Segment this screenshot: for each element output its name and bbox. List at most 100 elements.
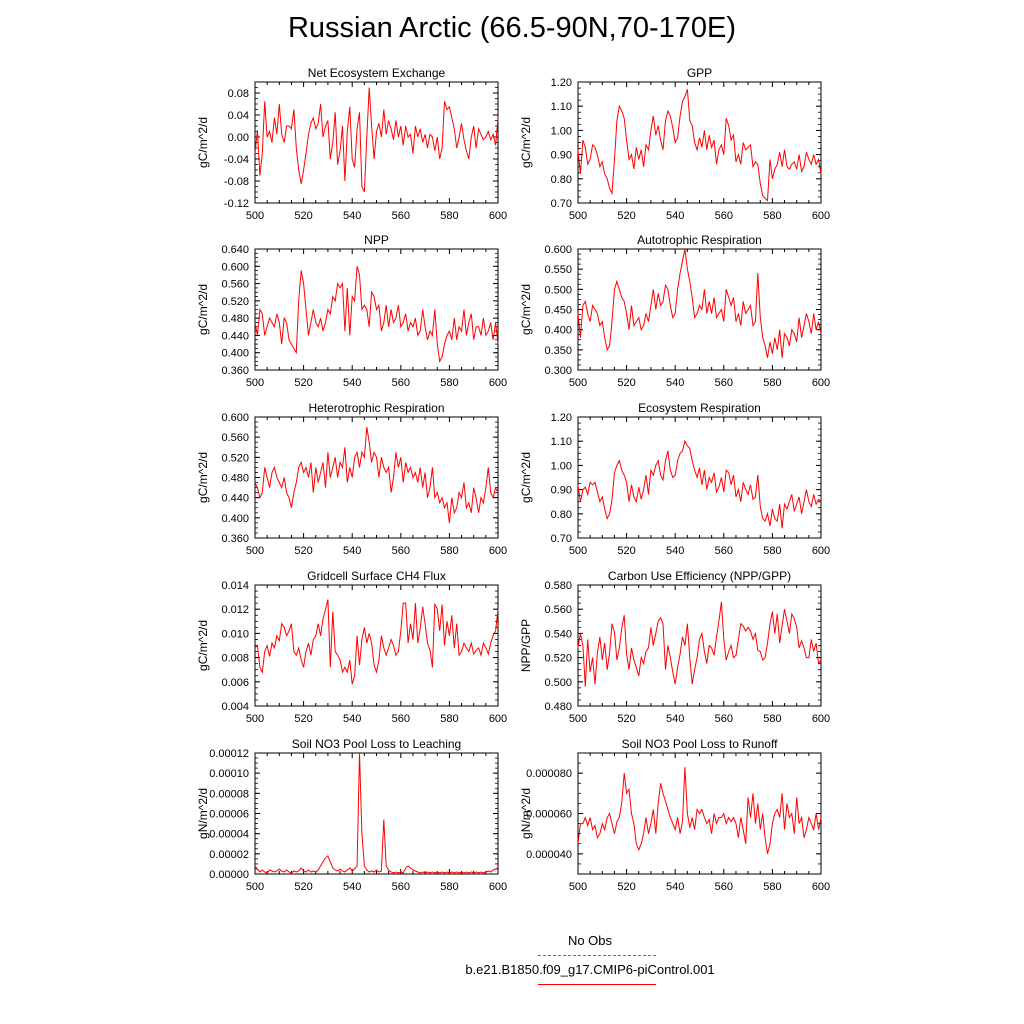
y-tick-label: 0.600 xyxy=(221,412,249,424)
x-tick-label: 600 xyxy=(812,210,830,222)
chart-heterotrophic-respiration: Heterotrophic Respiration gC/m^2/d 500 520 5… xyxy=(196,401,507,557)
x-tick-label: 520 xyxy=(294,545,312,557)
x-tick-label: 560 xyxy=(392,377,410,389)
x-tick-label: 580 xyxy=(440,545,458,557)
y-tick-label: 0.580 xyxy=(544,580,572,592)
series-line xyxy=(577,601,822,687)
y-tick-label: 0.00008 xyxy=(209,788,249,800)
chart-title: GPP xyxy=(687,66,712,80)
y-axis-label: gC/m^2/d xyxy=(519,452,533,503)
x-tick-label: 500 xyxy=(569,210,587,222)
plot-frame xyxy=(254,416,499,539)
y-tick-label: 1.00 xyxy=(551,460,572,472)
x-tick-label: 500 xyxy=(246,713,264,725)
y-tick-label: 0.350 xyxy=(544,345,572,357)
chart-gpp: GPP gC/m^2/d 500 520 540 560 580 600 0.70 0.80 0.9… xyxy=(519,66,830,222)
x-tick-label: 500 xyxy=(569,881,587,893)
y-tick-label: 0.540 xyxy=(544,628,572,640)
y-tick-label: 0.600 xyxy=(221,261,249,273)
y-tick-label: 0.600 xyxy=(544,244,572,256)
y-axis-label: gN/m^2/d xyxy=(196,788,210,839)
legend-model-line xyxy=(538,984,656,985)
y-tick-label: 0.400 xyxy=(221,348,249,360)
x-tick-label: 540 xyxy=(343,713,361,725)
x-tick-label: 540 xyxy=(343,545,361,557)
plot-frame xyxy=(254,752,499,875)
y-tick-label: 0.80 xyxy=(551,174,572,186)
x-tick-label: 600 xyxy=(812,377,830,389)
y-tick-label: 0.480 xyxy=(221,313,249,325)
chart-soil-no3-pool-loss-to-leaching: Soil NO3 Pool Loss to Leaching gN/m^2/d 50… xyxy=(196,737,507,893)
x-tick-label: 560 xyxy=(715,377,733,389)
x-tick-label: 540 xyxy=(343,210,361,222)
plot-frame xyxy=(254,81,499,204)
y-tick-label: 0.500 xyxy=(544,677,572,689)
y-tick-label: 1.20 xyxy=(551,412,572,424)
y-tick-label: 0.520 xyxy=(544,653,572,665)
x-tick-label: 540 xyxy=(666,210,684,222)
y-tick-label: 0.80 xyxy=(551,509,572,521)
y-tick-label: 0.00012 xyxy=(209,748,249,760)
y-tick-label: 0.500 xyxy=(544,284,572,296)
x-tick-label: 580 xyxy=(763,377,781,389)
x-tick-label: 580 xyxy=(763,210,781,222)
y-tick-label: 0.520 xyxy=(221,452,249,464)
x-tick-label: 600 xyxy=(489,545,507,557)
y-tick-label: 0.08 xyxy=(228,88,249,100)
y-tick-label: 0.008 xyxy=(221,653,249,665)
x-tick-label: 520 xyxy=(294,210,312,222)
y-tick-label: 0.00 xyxy=(228,132,249,144)
y-tick-label: 0.000040 xyxy=(526,849,572,861)
x-tick-label: 500 xyxy=(246,881,264,893)
chart-gridcell-surface-ch4-flux: Gridcell Surface CH4 Flux gC/m^2/d 500 520 5… xyxy=(196,569,507,725)
y-tick-label: -0.04 xyxy=(224,154,249,166)
y-tick-label: 0.000080 xyxy=(526,768,572,780)
x-tick-label: 520 xyxy=(617,377,635,389)
plot-frame xyxy=(577,584,822,707)
y-axis-label: gN/m^2/d xyxy=(519,788,533,839)
series-line xyxy=(577,767,822,854)
x-tick-label: 600 xyxy=(489,713,507,725)
y-tick-label: 0.550 xyxy=(544,264,572,276)
y-tick-label: 1.10 xyxy=(551,101,572,113)
y-tick-label: 0.004 xyxy=(221,701,249,713)
chart-net-ecosystem-exchange: Net Ecosystem Exchange gC/m^2/d 500 520 540 5… xyxy=(196,66,507,222)
chart-title: NPP xyxy=(364,233,389,247)
y-axis-label: gC/m^2/d xyxy=(519,284,533,335)
y-axis-label: gC/m^2/d xyxy=(196,117,210,168)
chart-autotrophic-respiration: Autotrophic Respiration gC/m^2/d 500 520 540… xyxy=(519,233,830,389)
chart-title: Autotrophic Respiration xyxy=(637,233,762,247)
x-tick-label: 580 xyxy=(440,713,458,725)
x-tick-label: 540 xyxy=(666,881,684,893)
chart-title: Soil NO3 Pool Loss to Runoff xyxy=(622,737,779,751)
x-tick-label: 580 xyxy=(440,377,458,389)
y-tick-label: 0.520 xyxy=(221,296,249,308)
y-tick-label: 0.012 xyxy=(221,604,249,616)
x-tick-label: 520 xyxy=(617,713,635,725)
y-tick-label: 0.70 xyxy=(551,533,572,545)
y-tick-label: 1.20 xyxy=(551,77,572,89)
chart-title: Ecosystem Respiration xyxy=(638,401,761,415)
x-tick-label: 580 xyxy=(763,713,781,725)
y-axis-label: gC/m^2/d xyxy=(196,284,210,335)
y-tick-label: 0.450 xyxy=(544,305,572,317)
x-tick-label: 600 xyxy=(812,881,830,893)
series-line xyxy=(254,752,499,874)
y-axis-label: gC/m^2/d xyxy=(519,117,533,168)
x-tick-label: 540 xyxy=(666,713,684,725)
x-tick-label: 540 xyxy=(666,545,684,557)
y-tick-label: 0.300 xyxy=(544,365,572,377)
series-line xyxy=(254,599,499,685)
y-tick-label: -0.12 xyxy=(224,198,249,210)
chart-npp: NPP gC/m^2/d 500 520 540 560 580 600 0.360 0.400 0… xyxy=(196,233,507,389)
x-tick-label: 580 xyxy=(440,881,458,893)
x-tick-label: 520 xyxy=(617,210,635,222)
y-tick-label: 0.400 xyxy=(544,325,572,337)
x-tick-label: 600 xyxy=(812,545,830,557)
y-tick-label: 0.90 xyxy=(551,150,572,162)
chart-title: Heterotrophic Respiration xyxy=(308,401,444,415)
y-tick-label: 0.640 xyxy=(221,244,249,256)
y-axis-label: NPP/GPP xyxy=(519,619,533,672)
y-tick-label: 0.006 xyxy=(221,677,249,689)
